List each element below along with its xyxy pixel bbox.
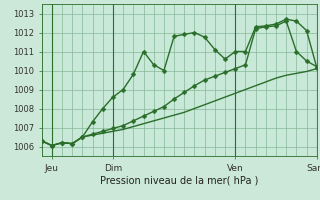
X-axis label: Pression niveau de la mer( hPa ): Pression niveau de la mer( hPa ) xyxy=(100,175,258,185)
